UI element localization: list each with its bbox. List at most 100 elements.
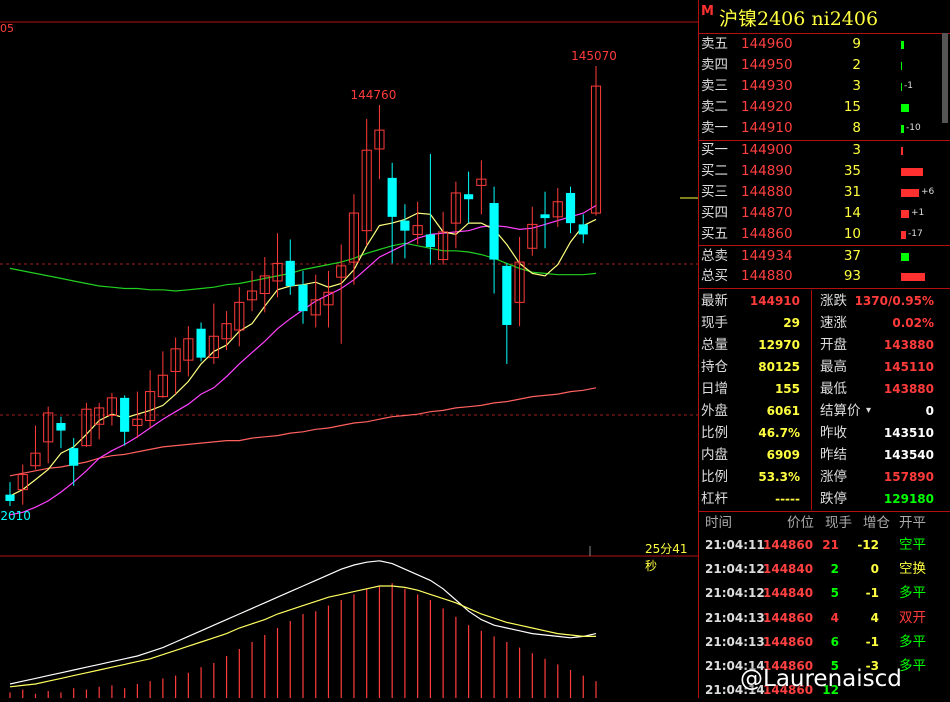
- level-price: 144930: [741, 78, 793, 94]
- settle-dropdown-icon[interactable]: ▾: [866, 405, 872, 416]
- stat-value: 6909: [766, 448, 800, 462]
- tick-row[interactable]: 21:04:14 144860 5 -3 多平: [699, 654, 950, 678]
- ticks-header-vol: 现手: [825, 515, 852, 531]
- level-price: 144890: [741, 163, 793, 179]
- candle-body: [590, 85, 602, 214]
- stat-label: 总量: [701, 337, 728, 353]
- ma5-line: [9, 212, 597, 497]
- order-book-row[interactable]: 总卖 144934 37: [699, 246, 950, 267]
- candle-body: [43, 412, 54, 443]
- candle-body: [527, 223, 538, 249]
- order-book-row[interactable]: 买五 144860 10 -17: [699, 224, 950, 245]
- level-bar: [901, 210, 909, 218]
- tick-oi-change: 4: [870, 610, 879, 625]
- ticks-header-type: 开平: [899, 515, 926, 531]
- candle-body: [157, 374, 168, 398]
- stat-label: 最新: [701, 293, 728, 309]
- tick-type: 多平: [899, 633, 926, 650]
- candle-body: [246, 290, 258, 301]
- candle-body: [234, 301, 245, 331]
- tick-row[interactable]: 21:04:14 144860 12: [699, 678, 950, 702]
- stat-label: 结算价: [820, 403, 861, 419]
- candle-body: [285, 260, 295, 286]
- order-book-row[interactable]: 买三 144880 31 +6: [699, 182, 950, 203]
- order-book-row[interactable]: 卖二 144920 15: [699, 97, 950, 118]
- order-book-row[interactable]: 卖三 144930 3 -1: [699, 76, 950, 97]
- order-book-row[interactable]: 总买 144880 93: [699, 266, 950, 287]
- order-book-row[interactable]: 卖五 144960 9: [699, 34, 950, 55]
- tick-type: 空换: [899, 561, 926, 578]
- scrollbar[interactable]: [940, 33, 950, 123]
- label-high: 145070: [571, 49, 617, 63]
- candle-body: [578, 224, 588, 235]
- candle-body: [183, 338, 194, 361]
- stat-label: 昨收: [820, 425, 847, 441]
- level-price: 144934: [741, 248, 793, 264]
- stat-label: 杠杆: [701, 491, 728, 507]
- label-mid-high: 144760: [351, 88, 397, 102]
- level-label: 总买: [701, 268, 728, 284]
- level-label: 卖一: [701, 120, 728, 136]
- order-book-row[interactable]: 卖一 144910 8 -10: [699, 118, 950, 139]
- candle-body: [221, 323, 232, 340]
- candle-body: [361, 149, 372, 232]
- tick-time: 21:04:13: [705, 610, 765, 625]
- candle-body: [30, 452, 41, 467]
- level-bar: [901, 168, 923, 176]
- order-book-row[interactable]: 买一 144900 3: [699, 140, 950, 161]
- stat-label: 内盘: [701, 447, 728, 463]
- contract-name[interactable]: 沪镍2406 ni2406: [719, 8, 879, 30]
- ticks-header-price: 价位: [787, 515, 814, 531]
- tick-row[interactable]: 21:04:12 144840 2 0 空换: [699, 557, 950, 581]
- tick-time: 21:04:11: [705, 538, 765, 552]
- level-volume: 10: [843, 226, 861, 242]
- candle-body: [132, 418, 143, 427]
- stats-divider: [811, 290, 812, 510]
- stat-label: 最高: [820, 359, 847, 375]
- tick-row[interactable]: 21:04:13 144860 6 -1 多平: [699, 630, 950, 654]
- level-bar: [901, 41, 904, 49]
- tick-row[interactable]: 21:04:11 144860 21 -12 空平: [699, 533, 950, 557]
- level-price: 144950: [741, 57, 793, 73]
- stat-value: 129180: [883, 492, 934, 506]
- level-bar: [901, 189, 919, 197]
- candle-body: [323, 291, 334, 306]
- book-separator: [699, 245, 950, 246]
- level-label: 卖五: [701, 36, 728, 52]
- level-price: 144860: [741, 226, 793, 242]
- level-price: 144900: [741, 142, 793, 158]
- stat-value: 0.02%: [892, 316, 934, 330]
- tick-time: 21:04:13: [705, 634, 765, 649]
- candle-body: [94, 407, 105, 425]
- level-label: 卖四: [701, 57, 728, 73]
- book-separator: [699, 140, 950, 141]
- candle-body: [489, 203, 499, 260]
- level-price: 144960: [741, 36, 793, 52]
- order-book-row[interactable]: 买二 144890 35: [699, 161, 950, 182]
- level-volume: 2: [852, 57, 861, 73]
- level-bar: [901, 83, 902, 91]
- tick-price: 144860: [763, 659, 814, 673]
- candle-body: [387, 177, 397, 217]
- tick-row[interactable]: 21:04:13 144860 4 4 双开: [699, 606, 950, 630]
- kline-chart[interactable]: 145070 144760 142010 05 25分41秒: [0, 0, 698, 698]
- candle-body: [374, 129, 385, 150]
- stat-value: 143540: [883, 448, 934, 462]
- stat-value: 1370/0.95%: [854, 294, 934, 308]
- ticks-header-oi: 增仓: [863, 515, 890, 531]
- tick-row[interactable]: 21:04:12 144840 5 -1 多平: [699, 581, 950, 605]
- stat-value: 145110: [883, 360, 934, 374]
- candle-body: [476, 178, 487, 186]
- level-label: 买三: [701, 184, 728, 200]
- order-book-row[interactable]: 卖四 144950 2: [699, 55, 950, 76]
- order-book-row[interactable]: 买四 144870 14 +1: [699, 203, 950, 224]
- candle-body: [120, 397, 130, 432]
- quote-panel: M 沪镍2406 ni2406 卖五 144960 9 卖四 144950 2 卖三 1449…: [698, 0, 950, 698]
- stat-label: 昨结: [820, 447, 847, 463]
- stat-label: 持仓: [701, 359, 728, 375]
- stat-value: 6061: [766, 404, 800, 418]
- stat-value: 29: [783, 316, 800, 330]
- stat-label: 现手: [701, 315, 728, 331]
- level-volume: 3: [852, 78, 861, 94]
- level-bar: [901, 125, 904, 133]
